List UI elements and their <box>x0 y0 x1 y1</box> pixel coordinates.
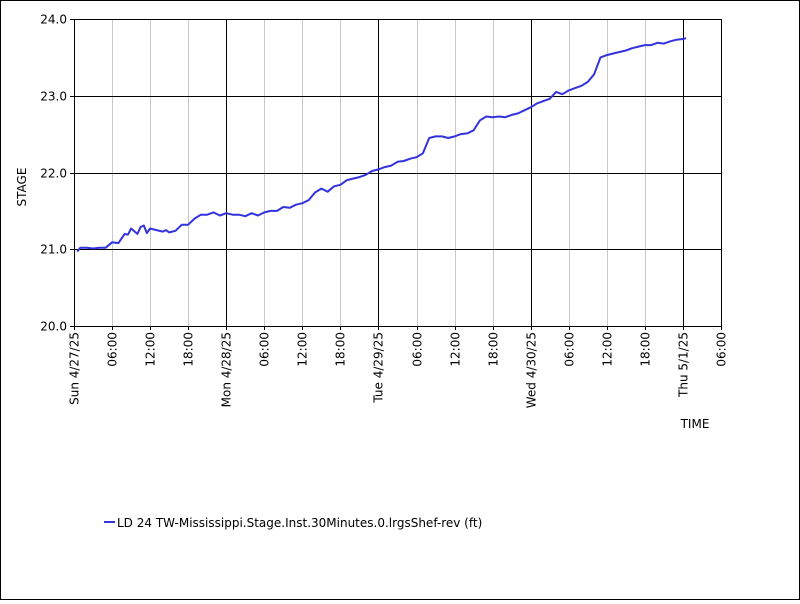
series-layer <box>76 37 687 253</box>
y-axis-tick-labels: 20.0 21.0 22.0 23.0 24.0 <box>40 13 74 334</box>
series-line <box>76 37 687 253</box>
x-tick-label: Thu 5/1/25 <box>677 332 691 398</box>
major-gridlines <box>74 19 721 327</box>
x-tick-label: 12:00 <box>601 332 615 367</box>
legend-entry: LD 24 TW-Mississippi.Stage.Inst.30Minute… <box>117 516 482 530</box>
x-axis-label: TIME <box>680 417 710 431</box>
x-tick-label: 18:00 <box>182 332 196 367</box>
y-tick-label: 23.0 <box>40 90 67 104</box>
x-tick-label: 18:00 <box>334 332 348 367</box>
x-axis-tick-labels: Sun 4/27/25 06:00 12:00 18:00 Mon 4/28/25 06:… <box>68 326 729 408</box>
y-tick-label: 21.0 <box>40 243 67 257</box>
x-tick-label: 06:00 <box>106 332 120 367</box>
x-tick-label: 12:00 <box>449 332 463 367</box>
x-tick-label: 06:00 <box>411 332 425 367</box>
x-tick-label: 18:00 <box>639 332 653 367</box>
minor-gridlines <box>112 19 722 326</box>
x-tick-label: 12:00 <box>296 332 310 367</box>
x-tick-label: 18:00 <box>487 332 501 367</box>
plot-border <box>74 19 722 327</box>
x-tick-label: 12:00 <box>144 332 158 367</box>
x-tick-label: 06:00 <box>563 332 577 367</box>
x-tick-label: 06:00 <box>715 332 729 367</box>
y-tick-label: 20.0 <box>40 320 67 334</box>
y-tick-label: 22.0 <box>40 167 67 181</box>
legend: LD 24 TW-Mississippi.Stage.Inst.30Minute… <box>104 516 482 530</box>
plot-area <box>74 19 722 327</box>
x-tick-label: Tue 4/29/25 <box>372 332 386 404</box>
x-tick-label: Wed 4/30/25 <box>525 332 539 408</box>
x-tick-label: Sun 4/27/25 <box>68 332 82 405</box>
x-tick-label: Mon 4/28/25 <box>220 332 234 407</box>
y-axis-label: STAGE <box>15 168 29 207</box>
x-tick-label: 06:00 <box>258 332 272 367</box>
y-tick-label: 24.0 <box>40 13 67 27</box>
